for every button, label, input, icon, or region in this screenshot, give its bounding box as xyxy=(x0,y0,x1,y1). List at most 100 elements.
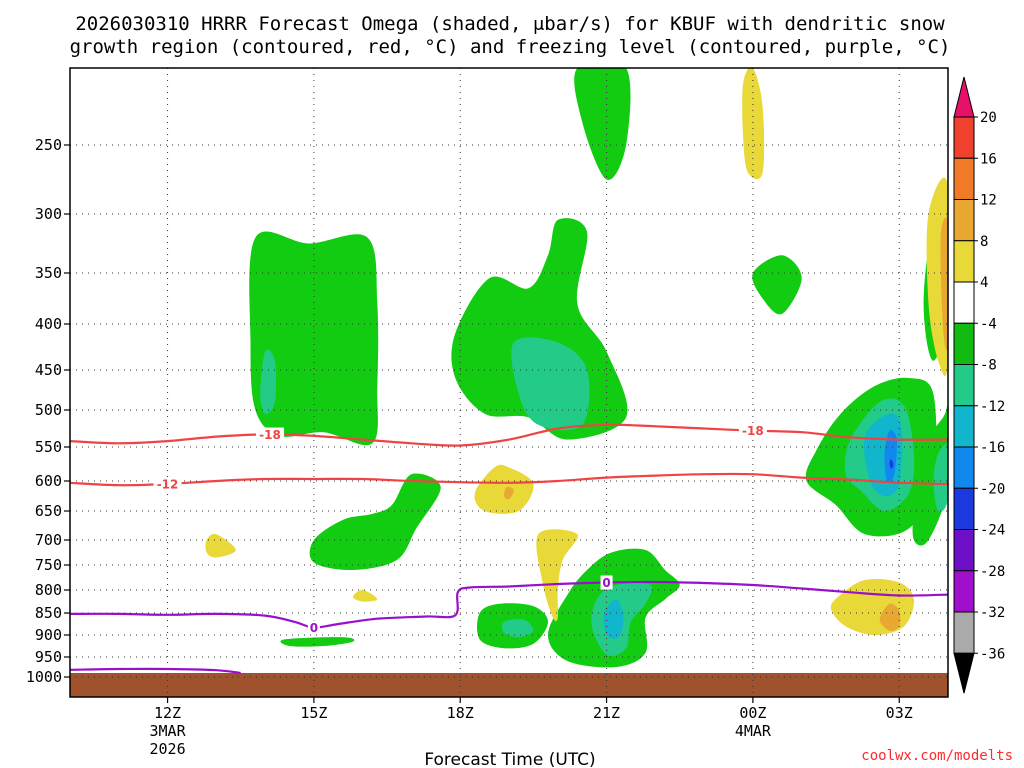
omega-region-yellow-small-1530z xyxy=(352,589,378,602)
contour-dendritic-minus-18 xyxy=(70,423,948,447)
colorbar-label--8: -8 xyxy=(980,358,997,374)
omega-region-yellow-blob-0130z xyxy=(830,579,914,635)
x-tick-label-00Z: 00Z xyxy=(739,704,766,722)
omega-shaded-regions xyxy=(205,68,948,668)
y-tick-label-1000: 1000 xyxy=(26,668,62,686)
contour-label-dendritic-minus-18: -18 xyxy=(259,428,281,442)
colorbar-label--24: -24 xyxy=(980,523,1005,539)
x-tick-label-03Z: 03Z xyxy=(886,704,913,722)
omega-region-yellow-top-0030z xyxy=(742,68,765,179)
colorbar-box xyxy=(953,611,975,654)
omega-region-teal-right-edge xyxy=(933,444,948,512)
colorbar-box xyxy=(953,487,975,530)
omega-region-orange-blob-0130z xyxy=(879,603,901,631)
omega-region-teal-column-14z xyxy=(260,349,277,414)
y-tick-label-700: 700 xyxy=(35,531,62,549)
y-tick-label-850: 850 xyxy=(35,604,62,622)
chart-title-line1: 2026030310 HRRR Forecast Omega (shaded, … xyxy=(75,13,945,35)
y-tick-label-400: 400 xyxy=(35,315,62,333)
x-tick-label-15Z: 15Z xyxy=(300,704,327,722)
contour-label-dendritic-minus-18: -18 xyxy=(742,424,764,438)
colorbar-label--4: -4 xyxy=(980,316,997,332)
colorbar-box xyxy=(953,322,975,365)
colorbar-box xyxy=(953,116,975,159)
y-tick-label-650: 650 xyxy=(35,502,62,520)
plot-border xyxy=(69,67,949,698)
y-tick-label-600: 600 xyxy=(35,472,62,490)
omega-region-blue-blob-02z xyxy=(884,430,898,483)
colorbar-label--36: -36 xyxy=(980,646,1005,662)
omega-region-green-small-0030z xyxy=(752,255,802,315)
y-tick-label-550: 550 xyxy=(35,438,62,456)
contour-dendritic-minus-12 xyxy=(70,472,948,487)
y-tick-label-750: 750 xyxy=(35,556,62,574)
colorbar-label--28: -28 xyxy=(980,564,1005,580)
x-tick-year-12Z: 2026 xyxy=(149,740,185,758)
colorbar-box xyxy=(953,240,975,283)
colorbar-box xyxy=(953,446,975,489)
x-tick-label-21Z: 21Z xyxy=(593,704,620,722)
contour-label-bg xyxy=(153,477,182,491)
x-tick-date-00Z: 4MAR xyxy=(735,722,772,740)
colorbar-box xyxy=(953,157,975,200)
colorbar-label-4: 4 xyxy=(980,275,988,291)
colorbar-bottom-arrow xyxy=(953,652,975,694)
contour-label-freezing-level-zero: 0 xyxy=(602,576,610,590)
contour-freezing-level-zero-low xyxy=(70,667,241,675)
omega-region-orange-right-top xyxy=(940,217,948,351)
colorbar-label--32: -32 xyxy=(980,605,1005,621)
y-tick-label-250: 250 xyxy=(35,136,62,154)
contour-label-bg xyxy=(738,423,767,438)
colorbar-label-8: 8 xyxy=(980,234,988,250)
omega-region-yellow-blob-1930z xyxy=(474,464,534,514)
colorbar-box xyxy=(953,529,975,572)
colorbar-box xyxy=(953,570,975,613)
x-tick-label-18Z: 18Z xyxy=(447,704,474,722)
contour-freezing-level-zero xyxy=(70,580,948,629)
colorbar-box xyxy=(953,281,975,324)
colorbar-label--20: -20 xyxy=(980,481,1005,497)
x-tick-label-12Z: 12Z xyxy=(154,704,181,722)
chart-title-line2: growth region (contoured, red, °C) and f… xyxy=(70,36,951,58)
omega-region-orange-dot-1930z xyxy=(504,486,514,500)
y-tick-label-800: 800 xyxy=(35,581,62,599)
credit-text[interactable]: coolwx.com/modelts xyxy=(861,748,1013,764)
y-tick-label-300: 300 xyxy=(35,205,62,223)
y-tick-label-900: 900 xyxy=(35,626,62,644)
x-tick-date-12Z: 3MAR xyxy=(149,722,186,740)
contour-label-bg xyxy=(255,427,284,442)
contour-label-freezing-level-zero: 0 xyxy=(310,621,318,635)
colorbar-label-20: 20 xyxy=(980,110,997,126)
contour-label-dendritic-minus-12: -12 xyxy=(157,478,179,492)
omega-region-teal-small-1930z xyxy=(501,618,534,638)
colorbar-box xyxy=(953,364,975,407)
omega-region-yellow-small-1230z xyxy=(205,533,236,558)
omega-region-cyan-blob-21z xyxy=(603,599,624,639)
contour-label-bg xyxy=(307,620,320,635)
colorbar-label-16: 16 xyxy=(980,151,997,167)
omega-region-darkblue-dot-02z xyxy=(889,459,894,469)
y-tick-label-350: 350 xyxy=(35,264,62,282)
y-tick-label-500: 500 xyxy=(35,401,62,419)
y-tick-label-950: 950 xyxy=(35,648,62,666)
omega-region-green-blob-1630z xyxy=(309,473,441,571)
plot-frame xyxy=(69,67,949,698)
colorbar-label--16: -16 xyxy=(980,440,1005,456)
contour-lines: -18 -18 -12 0 0 xyxy=(70,423,948,675)
y-axis-ticks: 250 300 350 400 450 500 550 600 650 700 750 800 850 9… xyxy=(26,136,70,686)
contour-label-bg xyxy=(600,575,613,590)
colorbar-label-12: 12 xyxy=(980,193,997,209)
omega-region-green-small-15z xyxy=(280,637,355,647)
omega-region-teal-blob-19z xyxy=(511,337,590,431)
colorbar-label--12: -12 xyxy=(980,399,1005,415)
omega-region-green-top-21z xyxy=(574,68,631,180)
omega-region-yellow-column-20z xyxy=(536,529,578,622)
x-axis-label: Forecast Time (UTC) xyxy=(424,750,595,768)
colorbar-top-arrow xyxy=(953,76,975,118)
colorbar-box xyxy=(953,199,975,242)
colorbar-box xyxy=(953,405,975,448)
pressure-gridlines xyxy=(70,68,948,697)
colorbar: 20 16 12 8 4 -4 -8 -12 -16 -20 -24 -28 -32 -36 xyxy=(953,76,1005,694)
